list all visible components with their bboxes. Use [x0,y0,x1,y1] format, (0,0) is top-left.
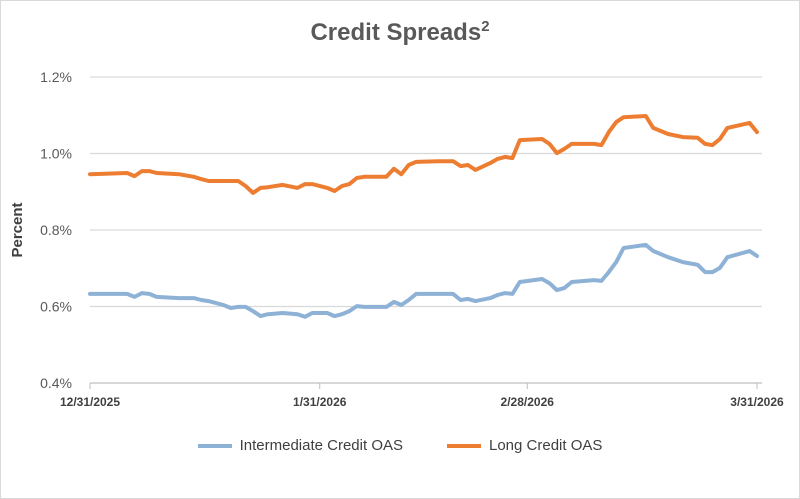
x-tick-label: 2/28/2026 [501,395,555,409]
legend-label-long: Long Credit OAS [489,437,603,454]
legend-swatch-long [447,443,481,448]
legend: Intermediate Credit OAS Long Credit OAS [0,437,800,454]
legend-item-intermediate: Intermediate Credit OAS [197,437,403,454]
x-tick-label: 1/31/2026 [293,395,347,409]
y-tick-label: 0.8% [40,222,72,238]
y-tick-label: 1.2% [40,69,72,85]
y-tick-label: 0.4% [40,375,72,391]
legend-label-intermediate: Intermediate Credit OAS [239,437,403,454]
series-line-long-credit-oas [88,114,759,195]
y-tick-label: 1.0% [40,146,72,162]
y-axis-label: Percent [9,202,26,257]
y-tick-label: 0.6% [40,299,72,315]
chart-title-text: Credit Spreads [310,19,482,46]
series-line-intermediate-credit-oas [88,242,759,319]
x-tick-label: 3/31/2026 [730,395,784,409]
chart-title: Credit Spreads2 [0,18,800,47]
chart-title-superscript: 2 [481,18,490,35]
x-tick-label: 12/31/2025 [60,395,120,409]
legend-swatch-intermediate [197,443,232,448]
legend-item-long: Long Credit OAS [447,437,602,454]
